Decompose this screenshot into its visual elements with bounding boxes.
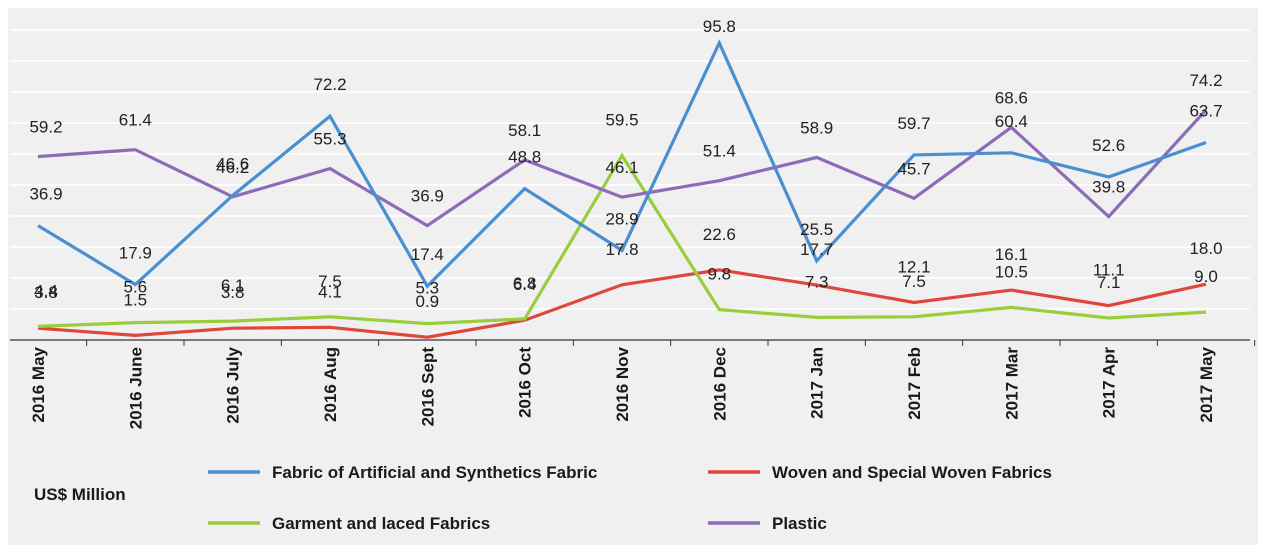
x-tick-label: 2016 July bbox=[224, 346, 243, 423]
data-label: 3.8 bbox=[34, 283, 58, 302]
data-label: 46.6 bbox=[216, 155, 249, 174]
data-label: 28.9 bbox=[605, 209, 638, 228]
data-label: 18.0 bbox=[1189, 239, 1222, 258]
data-label: 5.6 bbox=[124, 278, 148, 297]
data-label: 7.5 bbox=[318, 272, 342, 291]
data-label: 6.1 bbox=[221, 276, 245, 295]
data-label: 39.8 bbox=[1092, 178, 1125, 197]
data-label: 7.1 bbox=[1097, 273, 1121, 292]
data-label: 51.4 bbox=[703, 142, 736, 161]
series-line bbox=[37, 39, 1207, 289]
data-label: 25.5 bbox=[800, 220, 833, 239]
x-tick-label: 2016 Sept bbox=[418, 347, 437, 427]
unit-label: US$ Million bbox=[34, 485, 126, 504]
data-label: 60.4 bbox=[995, 112, 1028, 131]
data-label: 4.4 bbox=[34, 281, 58, 300]
data-label: 36.9 bbox=[29, 185, 62, 204]
data-label: 1.5 bbox=[124, 290, 148, 309]
grid-lines bbox=[10, 29, 1250, 310]
legend-label: Garment and laced Fabrics bbox=[272, 514, 490, 533]
data-label: 9.8 bbox=[708, 265, 732, 284]
x-tick-labels: 2016 May 2016 June 2016 July 2016 Aug 2016 S… bbox=[29, 346, 1216, 429]
x-tick-label: 2016 May bbox=[29, 346, 48, 422]
data-label: 7.5 bbox=[902, 272, 926, 291]
data-label: 5.3 bbox=[416, 279, 440, 298]
x-tick-label: 2017 Feb bbox=[905, 347, 924, 420]
series-line bbox=[37, 268, 1207, 339]
legend-label: Woven and Special Woven Fabrics bbox=[772, 463, 1052, 482]
data-label: 3.8 bbox=[221, 283, 245, 302]
data-label: 61.4 bbox=[119, 111, 152, 130]
data-label: 55.3 bbox=[313, 130, 346, 149]
data-label: 16.1 bbox=[995, 245, 1028, 264]
data-label: 72.2 bbox=[313, 75, 346, 94]
data-label: 52.6 bbox=[1092, 136, 1125, 155]
data-label: 17.8 bbox=[605, 240, 638, 259]
data-label: 10.5 bbox=[995, 262, 1028, 281]
data-label: 58.9 bbox=[800, 118, 833, 137]
data-label: 74.2 bbox=[1189, 71, 1222, 90]
x-tick-label: 2017 Apr bbox=[1100, 347, 1119, 419]
data-label: 68.6 bbox=[995, 88, 1028, 107]
series-lines bbox=[37, 39, 1208, 339]
data-label: 63.7 bbox=[1189, 102, 1222, 121]
x-tick-label: 2016 Nov bbox=[613, 346, 632, 421]
data-label: 6.8 bbox=[513, 274, 537, 293]
data-label: 22.6 bbox=[703, 225, 736, 244]
legend-label: Plastic bbox=[772, 514, 827, 533]
data-label: 95.8 bbox=[703, 17, 736, 36]
data-label: 4.1 bbox=[318, 282, 342, 301]
data-label: 45.7 bbox=[897, 159, 930, 178]
data-label: 17.7 bbox=[800, 240, 833, 259]
data-label: 46.1 bbox=[605, 158, 638, 177]
x-tick-label: 2017 May bbox=[1197, 346, 1216, 422]
data-label: 0.9 bbox=[416, 292, 440, 311]
data-label: 46.2 bbox=[216, 158, 249, 177]
legend-label: Fabric of Artificial and Synthetics Fabr… bbox=[272, 463, 597, 482]
data-labels: 36.9 17.9 46.6 72.2 17.4 48.8 28.9 95.8 25.5 59.7… bbox=[29, 17, 1222, 311]
data-label: 17.9 bbox=[119, 244, 152, 263]
data-label: 48.8 bbox=[508, 148, 541, 167]
data-label: 58.1 bbox=[508, 121, 541, 140]
x-tick-label: 2016 Dec bbox=[710, 347, 729, 421]
data-label: 9.0 bbox=[1194, 267, 1218, 286]
data-label: 11.1 bbox=[1093, 261, 1125, 280]
plot-panel bbox=[8, 8, 1258, 545]
x-tick-label: 2016 June bbox=[126, 347, 145, 429]
data-label: 7.3 bbox=[805, 272, 829, 291]
data-label: 36.9 bbox=[411, 187, 444, 206]
legend: Fabric of Artificial and Synthetics Fabr… bbox=[208, 463, 1052, 533]
data-label: 59.5 bbox=[605, 111, 638, 130]
data-label: 6.4 bbox=[513, 275, 537, 294]
data-label: 17.4 bbox=[411, 245, 444, 264]
x-tick-label: 2017 Jan bbox=[808, 347, 827, 419]
series-line bbox=[37, 152, 1207, 328]
data-label: 59.7 bbox=[897, 114, 930, 133]
x-tick-label: 2016 Oct bbox=[516, 347, 535, 418]
x-tick-marks bbox=[86, 340, 1256, 346]
data-label: 59.2 bbox=[29, 117, 62, 136]
x-tick-label: 2017 Mar bbox=[1002, 347, 1021, 420]
data-label: 12.1 bbox=[897, 257, 930, 276]
x-tick-label: 2016 Aug bbox=[321, 347, 340, 422]
